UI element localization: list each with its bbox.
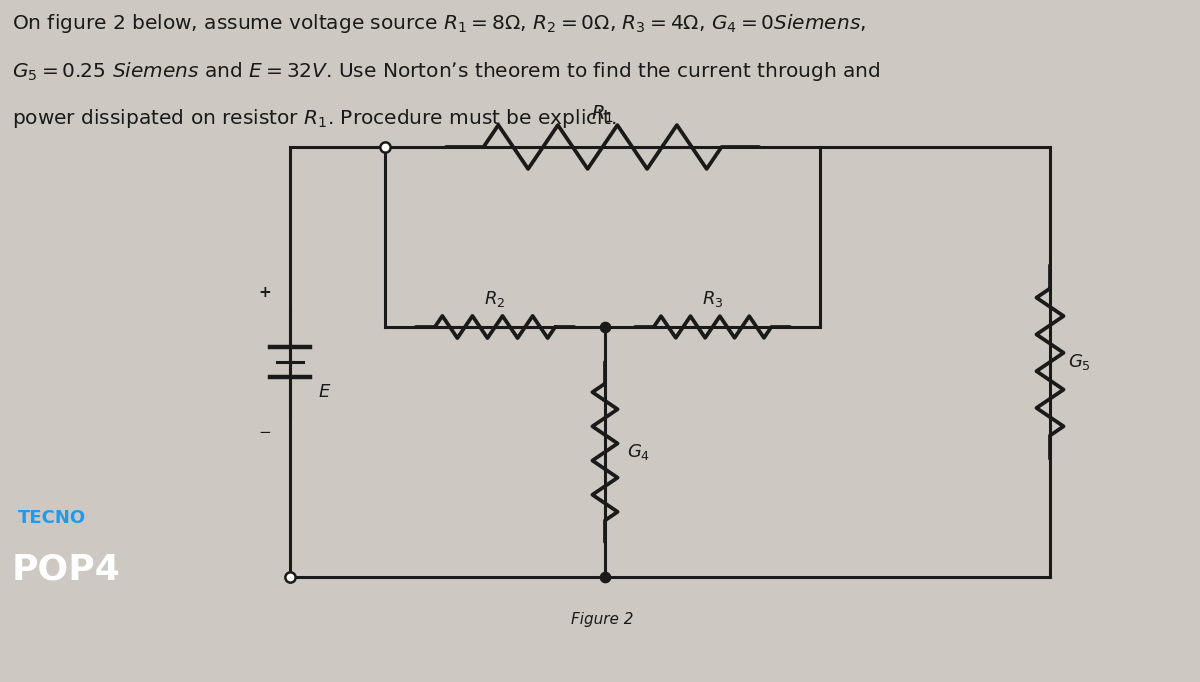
- Text: +: +: [259, 284, 271, 299]
- Text: $R_3$: $R_3$: [702, 289, 724, 309]
- Text: TECNO: TECNO: [18, 509, 86, 527]
- Text: $G_4$: $G_4$: [628, 442, 650, 462]
- Text: $E$: $E$: [318, 383, 331, 401]
- Text: $G_5 = 0.25\ \mathit{Siemens}$ and $E = 32V$. Use Norton’s theorem to find the c: $G_5 = 0.25\ \mathit{Siemens}$ and $E = …: [12, 60, 881, 83]
- Text: Figure 2: Figure 2: [571, 612, 634, 627]
- Point: [595, 572, 614, 582]
- Point: [595, 321, 614, 332]
- Text: $R_2$: $R_2$: [485, 289, 505, 309]
- Text: On figure 2 below, assume voltage source $R_1 = 8\Omega$, $R_2 = 0\Omega$, $R_3 : On figure 2 below, assume voltage source…: [12, 12, 866, 35]
- Point: [376, 142, 395, 153]
- Text: $R_1$: $R_1$: [592, 104, 614, 125]
- Text: power dissipated on resistor $R_1$. Procedure must be explicit.: power dissipated on resistor $R_1$. Proc…: [12, 107, 617, 130]
- Point: [281, 572, 300, 582]
- Text: −: −: [259, 424, 271, 439]
- Text: POP4: POP4: [12, 553, 121, 587]
- Text: $G_5$: $G_5$: [1068, 352, 1091, 372]
